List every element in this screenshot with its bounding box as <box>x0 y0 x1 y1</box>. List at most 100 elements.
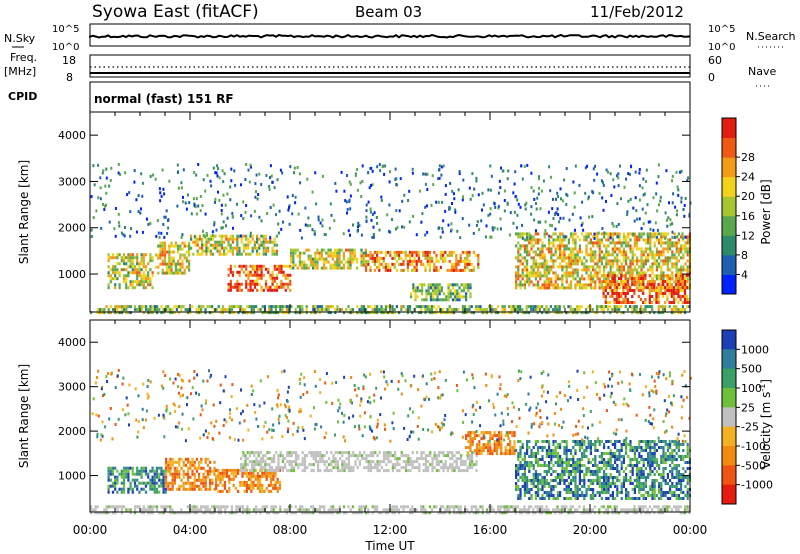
power-echo-cell <box>198 252 201 256</box>
power-echo-cell <box>537 271 540 275</box>
power-echo-cell <box>264 267 268 271</box>
velocity-echo-cell <box>142 466 145 470</box>
power-echo-cell <box>205 249 208 253</box>
velocity-echo-cell <box>107 478 110 482</box>
velocity-echo-cell <box>317 451 320 455</box>
power-echo-cell <box>636 286 639 290</box>
velocity-echo-cell <box>167 460 170 464</box>
velocity-echo-cell <box>528 455 531 458</box>
velocity-echo-cell <box>198 466 201 470</box>
power-echo-cell <box>645 168 648 172</box>
power-echo-cell <box>615 286 618 289</box>
power-echo-cell <box>660 235 663 239</box>
velocity-echo-cell <box>530 455 533 458</box>
power-echo-cell <box>204 311 207 315</box>
power-echo-cell <box>603 256 606 260</box>
power-echo-cell <box>556 311 559 315</box>
power-echo-cell <box>669 256 672 260</box>
velocity-echo-cell <box>286 460 289 464</box>
power-echo-cell <box>260 288 263 292</box>
velocity-echo-cell <box>493 443 496 447</box>
power-echo-cell <box>596 311 599 315</box>
power-echo-cell <box>181 271 184 275</box>
power-echo-cell <box>306 177 309 181</box>
power-echo-cell <box>516 305 519 309</box>
power-echo-cell <box>616 241 619 245</box>
power-echo-cell <box>539 207 542 211</box>
velocity-echo-cell <box>498 446 501 450</box>
power-echo-cell <box>583 238 586 242</box>
power-echo-cell <box>600 280 603 284</box>
power-echo-cell <box>294 308 297 312</box>
power-echo-cell <box>589 283 592 287</box>
velocity-echo-cell <box>563 470 566 473</box>
velocity-echo-cell <box>532 446 535 449</box>
velocity-echo-cell <box>301 463 304 467</box>
power-echo-cell <box>554 247 557 251</box>
velocity-echo-cell <box>350 469 353 473</box>
power-echo-cell <box>437 259 440 263</box>
power-echo-cell <box>686 305 689 309</box>
power-echo-cell <box>545 311 548 315</box>
power-echo-cell <box>673 280 676 284</box>
velocity-echo-cell <box>548 461 551 464</box>
power-echo-cell <box>125 262 128 266</box>
power-echo-cell <box>448 253 451 257</box>
power-echo-cell <box>561 280 564 284</box>
colorbar-tick-label: 20 <box>741 190 755 203</box>
power-echo-cell <box>459 268 462 272</box>
power-echo-cell <box>417 305 420 309</box>
power-echo-cell <box>100 226 103 230</box>
power-echo-cell <box>378 228 381 232</box>
velocity-echo-cell <box>264 460 267 464</box>
power-echo-cell <box>642 259 645 263</box>
velocity-echo-cell <box>169 472 172 476</box>
power-echo-cell <box>550 175 552 179</box>
velocity-echo-cell <box>559 458 562 461</box>
power-echo-cell <box>638 265 641 269</box>
power-echo-cell <box>686 274 689 277</box>
velocity-echo-cell <box>552 485 555 488</box>
power-echo-cell <box>660 265 663 269</box>
velocity-echo-cell <box>363 457 366 461</box>
velocity-echo-cell <box>574 464 577 467</box>
power-echo-cell <box>477 259 480 263</box>
power-echo-cell <box>576 262 579 266</box>
power-echo-cell <box>540 189 543 193</box>
power-echo-cell <box>216 249 219 253</box>
power-echo-cell <box>379 169 382 173</box>
power-echo-cell <box>424 265 427 269</box>
power-echo-cell <box>592 244 595 248</box>
power-echo-cell <box>457 262 460 266</box>
power-echo-cell <box>548 286 551 290</box>
power-echo-cell <box>645 180 647 183</box>
power-echo-cell <box>625 241 628 245</box>
power-echo-cell <box>640 268 643 272</box>
power-echo-cell <box>532 283 535 287</box>
power-echo-cell <box>267 288 270 292</box>
beam-title: Beam 03 <box>355 3 422 21</box>
power-echo-cell <box>406 308 409 312</box>
velocity-echo-cell <box>270 466 273 470</box>
velocity-echo-cell <box>356 466 359 470</box>
power-echo-cell <box>136 283 139 287</box>
power-echo-cell <box>554 308 557 312</box>
power-echo-cell <box>387 229 390 233</box>
velocity-echo-cell <box>469 440 472 444</box>
velocity-echo-cell <box>136 472 139 476</box>
power-echo-cell <box>456 229 459 233</box>
power-echo-cell <box>159 199 162 203</box>
power-echo-cell <box>173 305 176 309</box>
velocity-echo-cell <box>347 457 350 461</box>
power-echo-cell <box>580 223 583 227</box>
power-echo-cell <box>535 207 538 211</box>
velocity-echo-cell <box>149 487 152 491</box>
velocity-echo-cell <box>565 491 568 494</box>
velocity-echo-cell <box>270 460 273 464</box>
power-echo-cell <box>333 219 336 223</box>
power-echo-cell <box>160 231 163 235</box>
power-echo-cell <box>117 212 120 216</box>
velocity-echo-cell <box>515 449 518 452</box>
velocity-echo-cell <box>319 451 322 455</box>
